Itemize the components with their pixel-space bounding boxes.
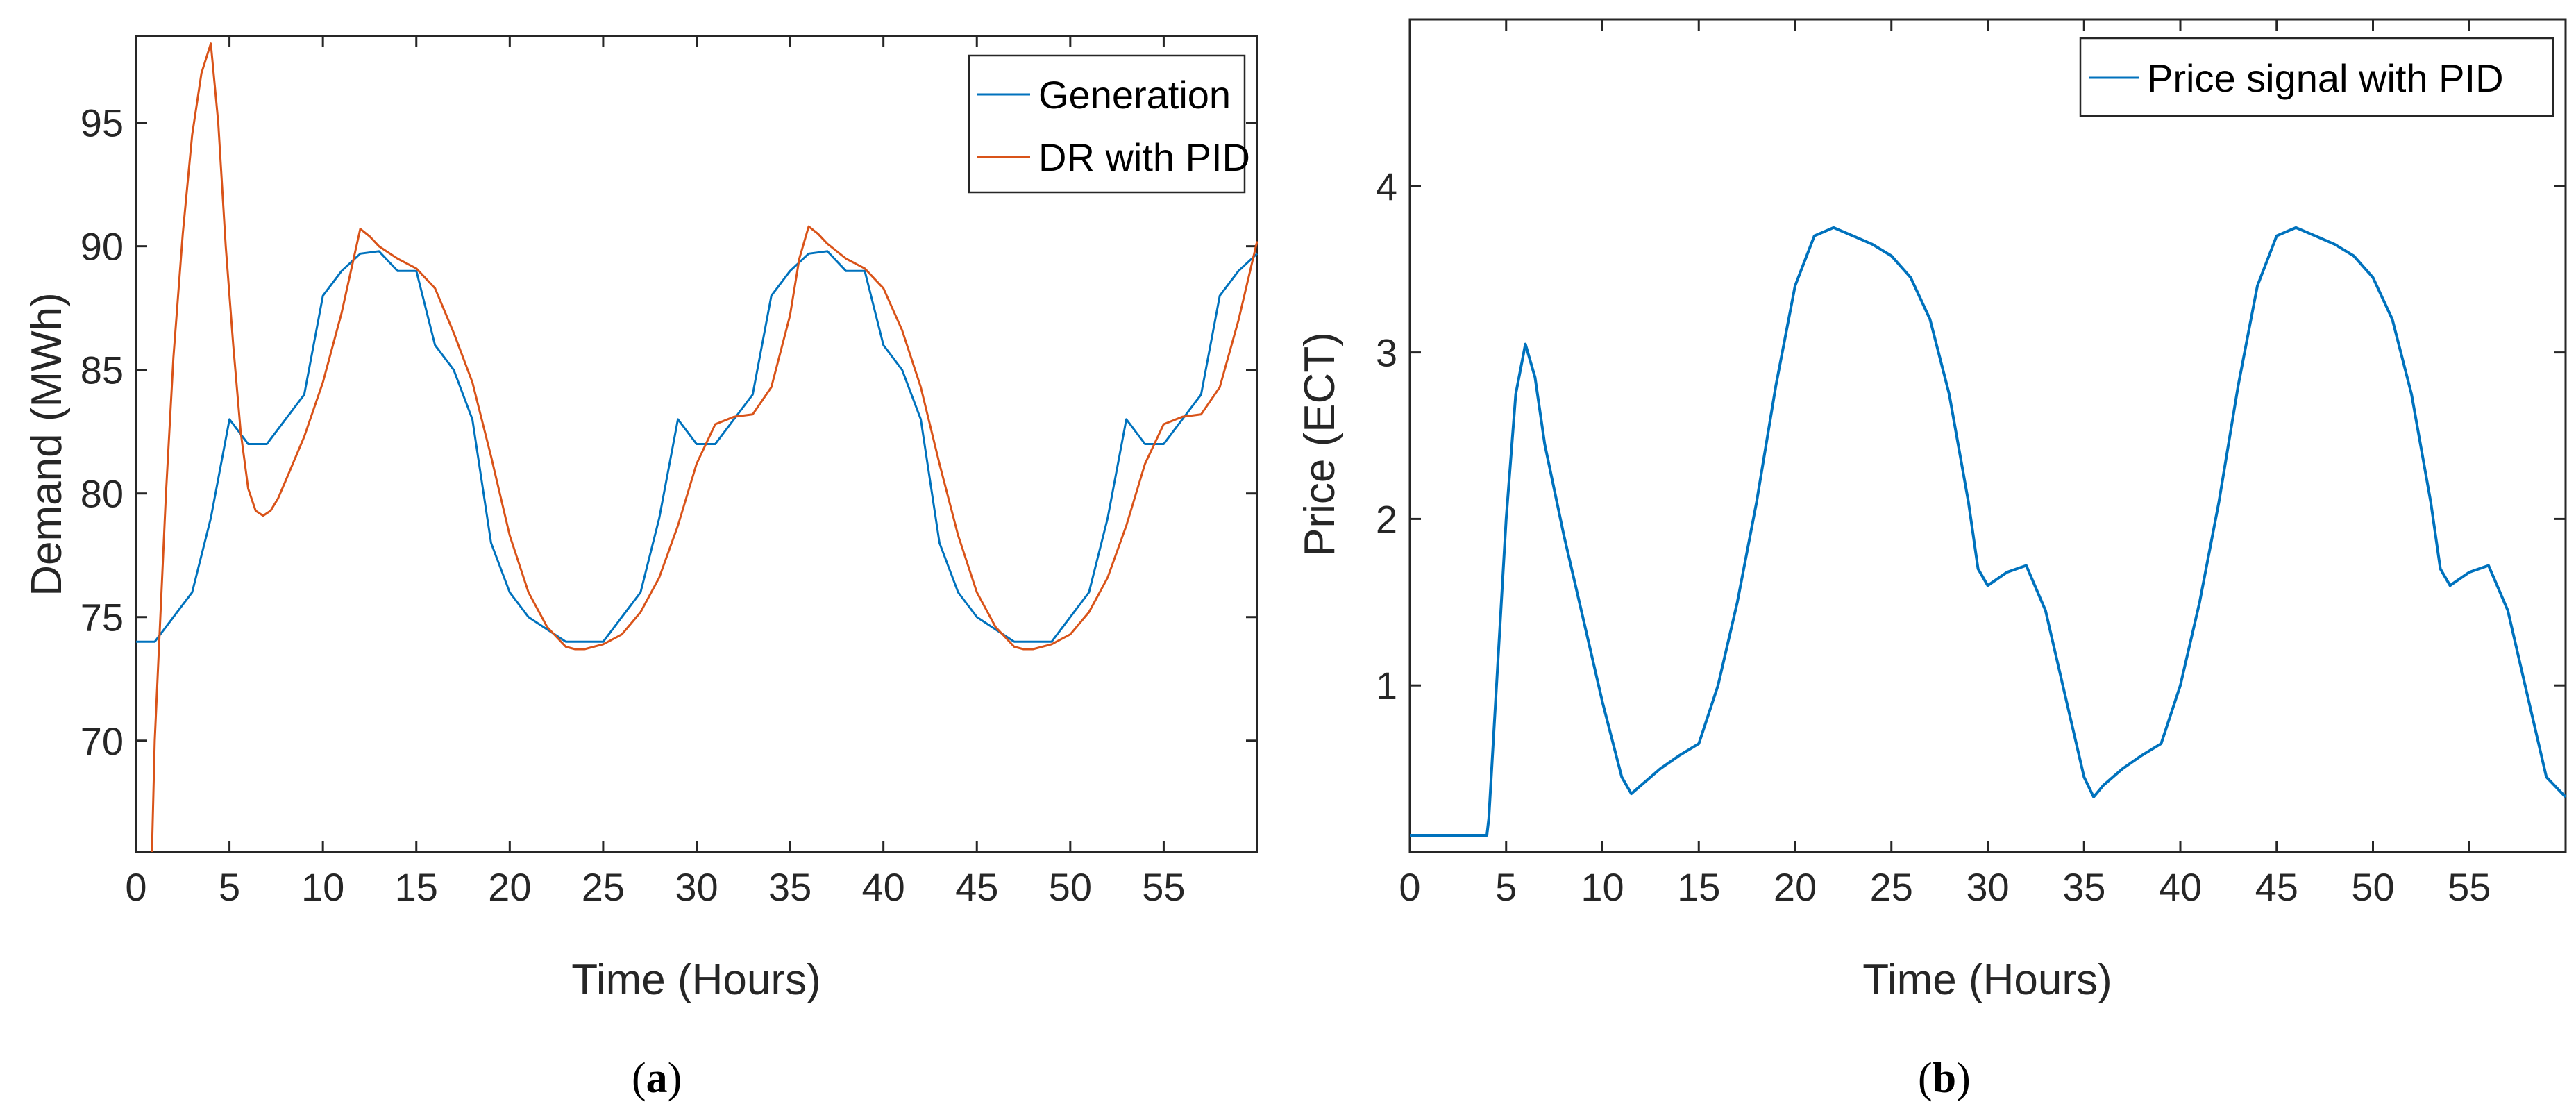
panel-a: 70 75 80 85 90 95 0 5 10 15 20 25 30 35 40 45 50 55 Time… xyxy=(23,35,1258,1102)
y-tick-label: 4 xyxy=(1376,165,1397,208)
series-lines-b xyxy=(1410,226,2567,837)
series-lines-a xyxy=(136,42,1258,853)
y-tick-label: 80 xyxy=(81,472,124,516)
x-tick-label: 5 xyxy=(1495,865,1517,909)
x-tick-label: 50 xyxy=(1049,865,1092,909)
y-ticks-a: 70 75 80 85 90 95 xyxy=(81,101,1257,763)
x-tick-label: 25 xyxy=(1870,865,1913,909)
x-tick-label: 15 xyxy=(395,865,438,909)
legend-b-box xyxy=(2079,37,2554,117)
legend-b-price-label: Price signal with PID xyxy=(2147,56,2504,100)
x-tick-label: 30 xyxy=(675,865,718,909)
panel-b: 1 2 3 4 0 5 10 15 20 25 30 35 40 45 50 55 Time (Hours)… xyxy=(1296,18,2567,1102)
x-tick-label: 10 xyxy=(301,865,344,909)
x-ticks-a: 0 5 10 15 20 25 30 35 40 45 50 55 xyxy=(125,36,1186,909)
y-tick-label: 75 xyxy=(81,596,124,639)
y-tick-label: 70 xyxy=(81,719,124,763)
caption-b: (b) xyxy=(1918,1055,1971,1102)
series-line-dr-with-pid xyxy=(151,42,1258,853)
x-tick-label: 40 xyxy=(2159,865,2202,909)
legend-a-generation-label: Generation xyxy=(1038,73,1231,117)
x-tick-label: 55 xyxy=(1142,865,1185,909)
y-tick-label: 90 xyxy=(81,225,124,269)
y-tick-label: 1 xyxy=(1376,664,1397,708)
legend-a-dr-label: DR with PID xyxy=(1038,135,1250,179)
y-tick-label: 85 xyxy=(81,349,124,392)
y-axis-label-b: Price (ECT) xyxy=(1296,332,1344,557)
series-line-generation xyxy=(136,250,1258,643)
y-tick-label: 95 xyxy=(81,101,124,145)
y-tick-label: 2 xyxy=(1376,497,1397,541)
x-axis-label-a: Time (Hours) xyxy=(571,956,820,1004)
x-tick-label: 45 xyxy=(2255,865,2298,909)
x-tick-label: 50 xyxy=(2351,865,2394,909)
y-tick-label: 3 xyxy=(1376,331,1397,375)
x-tick-label: 40 xyxy=(862,865,905,909)
legend-a: Generation DR with PID xyxy=(968,54,1250,194)
legend-b: Price signal with PID xyxy=(2079,37,2554,117)
legend-a-box xyxy=(968,54,1246,194)
x-tick-label: 0 xyxy=(125,865,146,909)
x-ticks-b: 0 5 10 15 20 25 30 35 40 45 50 55 xyxy=(1399,19,2491,909)
x-tick-label: 25 xyxy=(582,865,625,909)
x-tick-label: 15 xyxy=(1677,865,1720,909)
x-tick-label: 55 xyxy=(2448,865,2491,909)
x-tick-label: 10 xyxy=(1581,865,1624,909)
x-tick-label: 30 xyxy=(1966,865,2009,909)
series-line-price-signal-with-pid xyxy=(1410,226,2567,837)
y-ticks-b: 1 2 3 4 xyxy=(1376,165,2566,708)
x-tick-label: 0 xyxy=(1399,865,1420,909)
x-tick-label: 35 xyxy=(768,865,811,909)
y-axis-label-a: Demand (MWh) xyxy=(23,292,71,596)
x-tick-label: 45 xyxy=(955,865,998,909)
x-tick-label: 20 xyxy=(488,865,531,909)
x-tick-label: 35 xyxy=(2062,865,2105,909)
x-axis-label-b: Time (Hours) xyxy=(1862,956,2112,1004)
x-tick-label: 20 xyxy=(1774,865,1817,909)
x-tick-label: 5 xyxy=(219,865,240,909)
caption-a: (a) xyxy=(632,1055,682,1102)
axes-b-frame xyxy=(1408,18,2567,853)
